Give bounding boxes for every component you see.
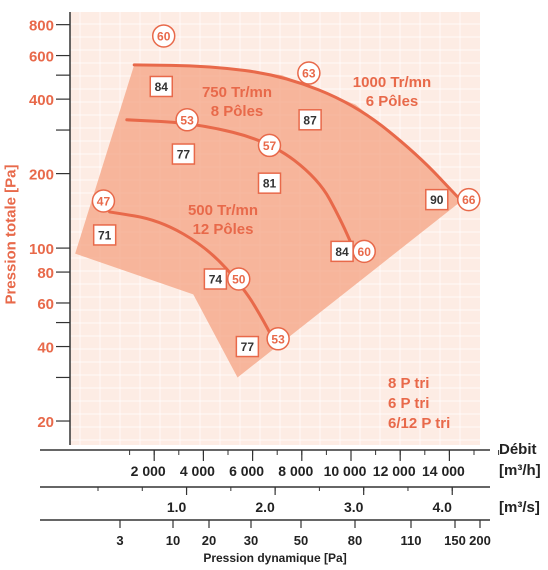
legend-item: 8 P tri: [388, 375, 430, 392]
x-tick-label: 80: [348, 533, 362, 548]
speed-label-500: 500 Tr/mn 12 Pôles: [158, 201, 288, 239]
series-line: [125, 118, 358, 256]
power-level-box: [203, 268, 228, 290]
x-tick-label: 4 000: [180, 463, 215, 479]
x-tick-label: 10 000: [324, 463, 367, 479]
power-level-label: 81: [263, 177, 277, 191]
sound-level-label: 53: [180, 113, 194, 127]
y-tick-label: 20: [37, 414, 54, 431]
sound-level-circle: [266, 327, 290, 351]
debit-header: Débit: [499, 441, 537, 458]
power-level-label: 71: [98, 228, 112, 242]
speed-label-750: 750 Tr/mn 8 Pôles: [172, 83, 302, 121]
speed-label-500-text: 500 Tr/mn 12 Pôles: [187, 202, 259, 238]
power-level-box: [425, 188, 449, 211]
sound-level-label: 53: [271, 332, 285, 346]
x-tick-label: 12 000: [373, 463, 416, 479]
y-tick-label: 80: [37, 265, 54, 282]
power-level-label: 74: [209, 273, 223, 287]
legend-item: 6/12 P tri: [388, 415, 451, 432]
unit-m3h: [m³/h]: [499, 462, 541, 479]
x-tick-label: 4.0: [433, 499, 453, 515]
legend: 8 P tri 6 P tri 6/12 P tri: [388, 374, 450, 434]
x-tick-label: 110: [401, 533, 422, 548]
operating-region: [75, 64, 462, 378]
x-tick-label: 10: [166, 533, 180, 548]
y-tick-label: 800: [29, 18, 54, 35]
power-level-label: 77: [241, 340, 255, 354]
y-tick-label: 100: [29, 241, 54, 258]
speed-label-1000: 1000 Tr/mn 6 Pôles: [322, 73, 462, 111]
power-level-box: [257, 172, 282, 194]
power-level-box: [149, 75, 174, 98]
series-line: [132, 63, 463, 203]
sound-level-circle: [151, 24, 176, 48]
sound-level-circle: [457, 187, 481, 212]
y-axis-label: Pression totale [Pa]: [2, 164, 20, 305]
x-tick-label: 8 000: [278, 463, 313, 479]
unit-m3s: [m³/s]: [499, 499, 540, 516]
sound-level-circle: [227, 267, 251, 291]
x-tick-label: 20: [202, 533, 216, 548]
speed-label-750-text: 750 Tr/mn 8 Pôles: [201, 84, 273, 120]
x-tick-label: 2 000: [131, 463, 166, 479]
x-tick-label: 6 000: [229, 463, 264, 479]
x-tick-label: 30: [244, 533, 258, 548]
y-tick-label: 200: [29, 167, 54, 184]
sound-level-circle: [91, 189, 116, 213]
sound-level-label: 60: [358, 245, 372, 259]
sound-level-label: 60: [157, 29, 171, 43]
sound-level-label: 57: [263, 139, 277, 153]
power-level-box: [330, 240, 354, 263]
legend-item: 6 P tri: [388, 395, 430, 412]
x-tick-label: 14 000: [422, 463, 465, 479]
power-level-box: [171, 143, 196, 165]
sound-level-circle: [175, 108, 199, 132]
x-tick-label: 1.0: [167, 499, 187, 515]
sound-level-circle: [297, 61, 321, 85]
power-level-label: 84: [335, 245, 349, 259]
y-tick-label: 400: [29, 92, 54, 109]
x-tick-label: 3: [116, 533, 123, 548]
x-tick-label: 150: [444, 533, 466, 548]
x-tick-label: 3.0: [344, 499, 364, 515]
power-level-label: 77: [177, 148, 191, 162]
speed-label-1000-text: 1000 Tr/mn 6 Pôles: [352, 74, 432, 110]
power-level-box: [92, 224, 117, 246]
sound-level-label: 63: [302, 67, 316, 81]
sound-level-circle: [257, 133, 282, 158]
y-tick-label: 40: [37, 340, 54, 357]
power-level-box: [298, 109, 322, 131]
power-level-label: 84: [155, 80, 169, 94]
x-tick-label: 200: [469, 533, 491, 548]
x-axis-label: Pression dynamique [Pa]: [203, 551, 347, 565]
y-tick-label: 600: [29, 49, 54, 66]
power-level-label: 90: [430, 193, 444, 207]
sound-level-label: 50: [232, 273, 246, 287]
sound-level-label: 66: [462, 193, 476, 207]
x-tick-label: 2.0: [255, 499, 275, 515]
power-level-label: 87: [303, 113, 317, 127]
power-level-box: [235, 335, 260, 358]
y-tick-label: 60: [37, 296, 54, 313]
sound-level-label: 47: [97, 195, 111, 209]
x-tick-label: 50: [294, 533, 308, 548]
